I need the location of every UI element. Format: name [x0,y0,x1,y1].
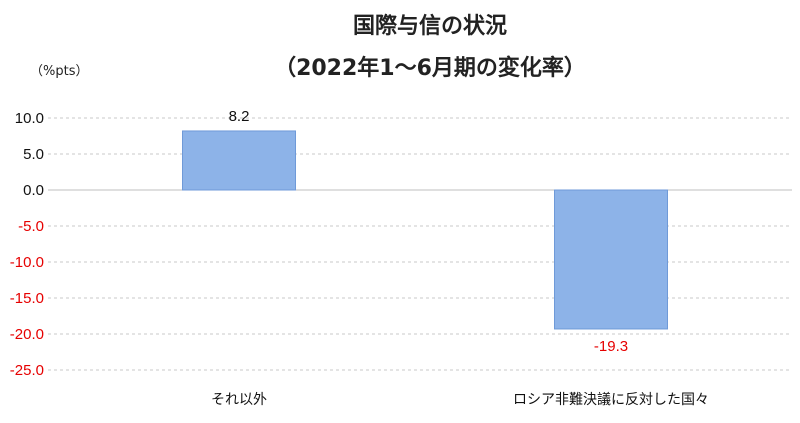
y-tick-label: 10.0 [15,110,44,127]
bar [182,130,296,191]
y-tick-label: -15.0 [10,290,44,307]
y-tick-label: -5.0 [18,218,44,235]
category-label: それ以外 [211,392,267,408]
category-label: ロシア非難決議に反対した国々 [513,391,709,408]
data-label: 8.2 [229,108,250,125]
chart-title: 国際与信の状況 [353,13,507,39]
y-tick-label: 0.0 [23,182,44,199]
y-tick-label: 5.0 [23,146,44,163]
data-labels: 8.2 -19.3 [229,108,629,355]
y-axis-ticks: 10.0 5.0 0.0 -5.0 -10.0 -15.0 -20.0 -25.0 [10,110,44,379]
data-label: -19.3 [594,338,628,355]
y-axis-unit-label: （%pts） [30,64,88,79]
gridlines [48,117,792,371]
y-tick-label: -20.0 [10,326,44,343]
chart-subtitle: （2022年1～6月期の変化率） [274,55,586,81]
x-axis-categories: それ以外 ロシア非難決議に反対した国々 [211,391,709,408]
bar [554,189,668,330]
y-tick-label: -10.0 [10,254,44,271]
bars [182,130,668,330]
y-tick-label: -25.0 [10,362,44,379]
